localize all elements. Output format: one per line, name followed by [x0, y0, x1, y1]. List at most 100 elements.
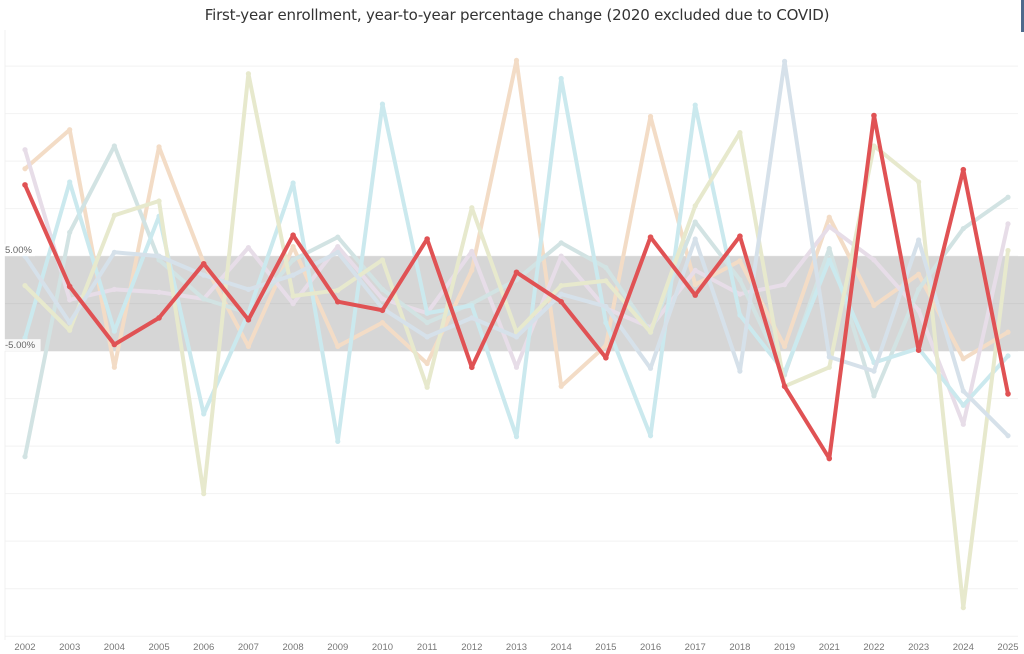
data-point[interactable]	[156, 315, 162, 321]
data-point[interactable]	[647, 365, 654, 371]
data-point[interactable]	[558, 240, 564, 246]
data-point[interactable]	[245, 244, 252, 251]
data-point[interactable]	[558, 75, 564, 82]
data-point[interactable]	[22, 182, 28, 188]
data-point[interactable]	[111, 143, 117, 149]
data-point[interactable]	[201, 296, 207, 302]
data-point[interactable]	[424, 320, 430, 326]
data-point[interactable]	[469, 248, 475, 254]
data-point[interactable]	[781, 383, 788, 390]
data-point[interactable]	[737, 368, 743, 374]
data-point[interactable]	[245, 343, 252, 350]
data-point[interactable]	[826, 364, 832, 370]
data-point[interactable]	[692, 203, 698, 209]
data-point[interactable]	[111, 341, 118, 348]
data-point[interactable]	[871, 302, 877, 309]
data-point[interactable]	[871, 143, 877, 149]
data-point[interactable]	[513, 57, 520, 64]
data-point[interactable]	[111, 328, 117, 334]
data-point[interactable]	[960, 356, 966, 362]
data-point[interactable]	[916, 286, 922, 292]
data-point[interactable]	[513, 269, 520, 276]
data-point[interactable]	[245, 71, 252, 77]
data-point[interactable]	[692, 292, 699, 298]
data-point[interactable]	[781, 58, 788, 64]
data-point[interactable]	[603, 278, 609, 284]
data-point[interactable]	[781, 282, 788, 288]
data-point[interactable]	[603, 303, 609, 310]
data-point[interactable]	[916, 237, 922, 243]
data-point[interactable]	[67, 327, 73, 333]
data-point[interactable]	[513, 364, 520, 370]
data-point[interactable]	[1005, 391, 1011, 397]
data-point[interactable]	[1005, 329, 1011, 335]
data-point[interactable]	[22, 147, 28, 153]
data-point[interactable]	[469, 205, 475, 211]
data-point[interactable]	[290, 232, 296, 239]
data-point[interactable]	[737, 312, 743, 318]
data-point[interactable]	[424, 310, 430, 316]
data-point[interactable]	[290, 301, 296, 307]
data-point[interactable]	[290, 272, 296, 278]
data-point[interactable]	[826, 354, 832, 360]
data-point[interactable]	[513, 334, 520, 340]
data-point[interactable]	[558, 383, 564, 389]
data-point[interactable]	[826, 245, 832, 252]
data-point[interactable]	[603, 342, 609, 349]
data-point[interactable]	[871, 257, 877, 263]
data-point[interactable]	[692, 236, 698, 242]
data-point[interactable]	[647, 113, 654, 120]
data-point[interactable]	[960, 605, 966, 611]
data-point[interactable]	[66, 283, 73, 290]
data-point[interactable]	[22, 282, 28, 289]
data-point[interactable]	[916, 179, 922, 185]
data-point[interactable]	[916, 307, 922, 313]
data-point[interactable]	[424, 334, 430, 340]
data-point[interactable]	[67, 320, 73, 326]
data-point[interactable]	[22, 166, 28, 172]
data-point[interactable]	[469, 315, 475, 321]
data-point[interactable]	[111, 212, 117, 218]
data-point[interactable]	[67, 127, 73, 133]
data-point[interactable]	[692, 219, 698, 225]
data-point[interactable]	[647, 433, 654, 439]
data-point[interactable]	[469, 364, 475, 371]
data-point[interactable]	[558, 298, 564, 305]
data-point[interactable]	[826, 257, 832, 263]
data-point[interactable]	[647, 234, 654, 240]
data-point[interactable]	[692, 282, 698, 288]
data-point[interactable]	[201, 272, 207, 278]
data-point[interactable]	[737, 258, 743, 264]
data-point[interactable]	[290, 244, 296, 250]
data-point[interactable]	[379, 320, 386, 326]
data-point[interactable]	[67, 229, 73, 235]
data-point[interactable]	[692, 102, 698, 108]
data-point[interactable]	[960, 225, 966, 232]
data-point[interactable]	[603, 264, 609, 271]
data-point[interactable]	[960, 166, 967, 173]
data-point[interactable]	[156, 289, 162, 295]
data-point[interactable]	[737, 233, 743, 239]
data-point[interactable]	[379, 307, 386, 314]
data-point[interactable]	[156, 144, 162, 150]
data-point[interactable]	[737, 277, 743, 283]
data-point[interactable]	[871, 112, 877, 119]
data-point[interactable]	[111, 286, 117, 292]
data-point[interactable]	[424, 236, 430, 242]
data-point[interactable]	[335, 249, 341, 255]
data-point[interactable]	[335, 287, 341, 293]
data-point[interactable]	[960, 402, 966, 408]
data-point[interactable]	[1005, 433, 1011, 439]
data-point[interactable]	[111, 249, 117, 255]
data-point[interactable]	[469, 302, 475, 309]
data-point[interactable]	[201, 491, 207, 497]
data-point[interactable]	[1005, 247, 1011, 254]
data-point[interactable]	[558, 253, 564, 259]
data-point[interactable]	[334, 298, 341, 305]
data-point[interactable]	[826, 455, 833, 462]
data-point[interactable]	[200, 260, 207, 267]
data-point[interactable]	[647, 329, 654, 335]
data-point[interactable]	[558, 282, 564, 289]
data-point[interactable]	[469, 267, 475, 273]
data-point[interactable]	[335, 234, 341, 240]
